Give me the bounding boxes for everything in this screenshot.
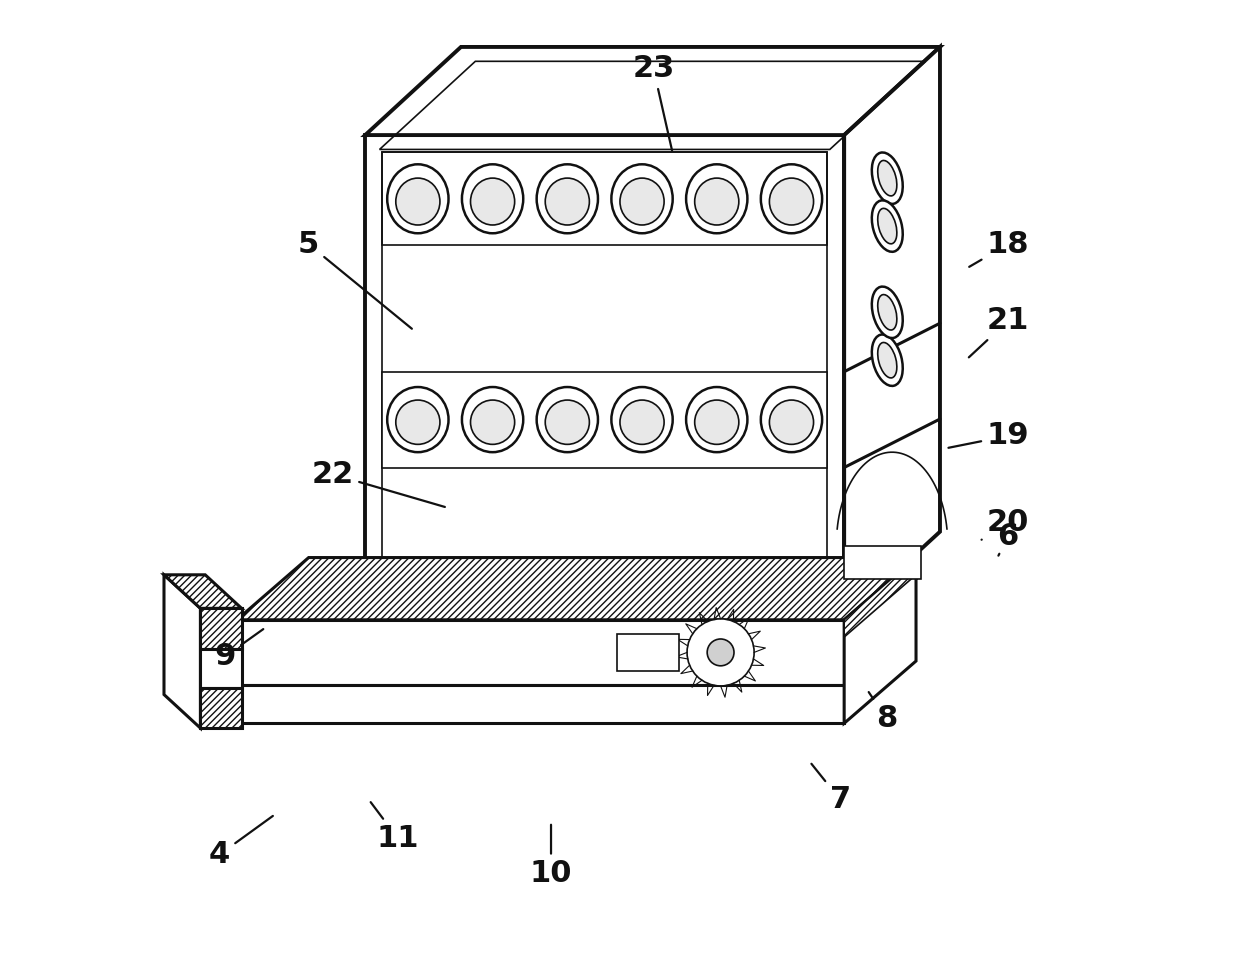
Ellipse shape (872, 286, 903, 338)
Circle shape (687, 619, 754, 686)
Polygon shape (844, 558, 916, 723)
Text: 10: 10 (529, 825, 573, 888)
Polygon shape (844, 47, 940, 620)
Text: 8: 8 (869, 692, 897, 733)
Ellipse shape (620, 400, 665, 445)
Ellipse shape (878, 295, 897, 330)
Ellipse shape (470, 178, 515, 225)
Ellipse shape (761, 387, 822, 452)
Text: 20: 20 (982, 508, 1029, 539)
Ellipse shape (611, 165, 672, 234)
Ellipse shape (694, 178, 739, 225)
Polygon shape (844, 546, 921, 579)
Polygon shape (237, 685, 844, 723)
Polygon shape (201, 608, 242, 649)
Text: 9: 9 (215, 629, 263, 671)
Ellipse shape (387, 387, 449, 452)
Polygon shape (164, 575, 242, 608)
Ellipse shape (878, 343, 897, 377)
Text: 18: 18 (970, 230, 1029, 267)
Text: 21: 21 (968, 307, 1029, 357)
Polygon shape (201, 688, 242, 728)
Ellipse shape (396, 400, 440, 445)
Text: 23: 23 (632, 55, 675, 150)
Ellipse shape (769, 400, 813, 445)
Text: 5: 5 (298, 230, 412, 329)
Ellipse shape (878, 209, 897, 243)
Ellipse shape (463, 387, 523, 452)
Polygon shape (382, 152, 827, 245)
Polygon shape (164, 575, 201, 728)
Polygon shape (382, 372, 827, 468)
Text: 7: 7 (811, 764, 851, 814)
Polygon shape (201, 649, 242, 688)
Polygon shape (844, 558, 916, 637)
Ellipse shape (872, 334, 903, 386)
Text: 19: 19 (949, 422, 1029, 450)
Ellipse shape (537, 165, 598, 234)
Ellipse shape (546, 178, 589, 225)
Ellipse shape (872, 152, 903, 204)
Ellipse shape (611, 387, 672, 452)
Bar (618, 634, 680, 671)
Polygon shape (365, 47, 940, 135)
Ellipse shape (463, 165, 523, 234)
Ellipse shape (686, 165, 748, 234)
Ellipse shape (694, 400, 739, 445)
Text: 11: 11 (371, 802, 419, 853)
Ellipse shape (387, 165, 449, 234)
Ellipse shape (546, 400, 589, 445)
Text: 4: 4 (208, 816, 273, 869)
Ellipse shape (769, 178, 813, 225)
Ellipse shape (470, 400, 515, 445)
Polygon shape (237, 558, 916, 620)
Ellipse shape (761, 165, 822, 234)
Ellipse shape (396, 178, 440, 225)
Ellipse shape (620, 178, 665, 225)
Text: 6: 6 (997, 522, 1018, 556)
Ellipse shape (686, 387, 748, 452)
Polygon shape (365, 135, 844, 620)
Ellipse shape (872, 200, 903, 252)
Ellipse shape (537, 387, 598, 452)
Polygon shape (237, 620, 844, 685)
Ellipse shape (878, 161, 897, 195)
Text: 22: 22 (311, 460, 445, 507)
Circle shape (707, 639, 734, 666)
